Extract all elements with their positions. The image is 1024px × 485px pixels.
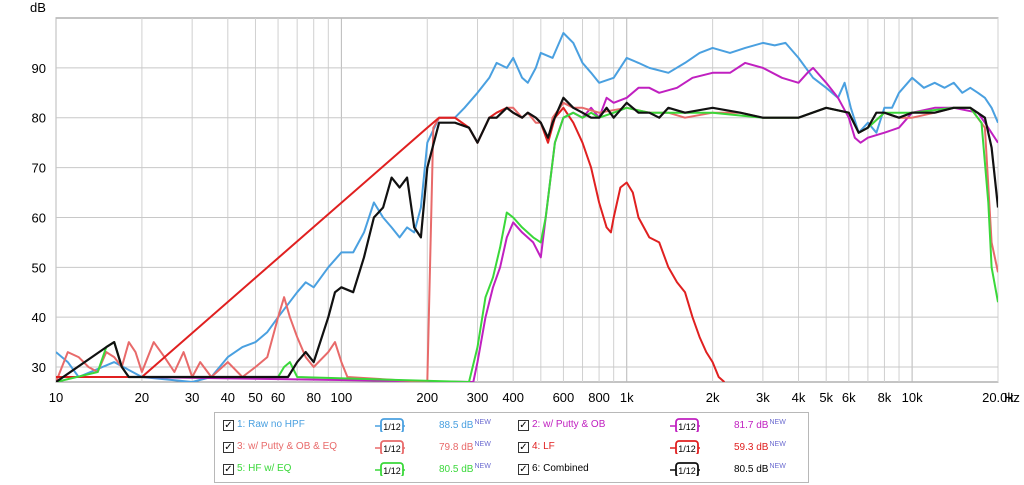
x-tick-label: 20: [135, 390, 149, 405]
x-tick-label: 200: [416, 390, 438, 405]
x-tick-label: 600: [553, 390, 575, 405]
x-tick-label: 4k: [792, 390, 806, 405]
legend-checkbox[interactable]: ✓: [518, 464, 529, 475]
y-axis: 30 40 50 60 70 80 90: [32, 61, 46, 375]
y-tick-label: 50: [32, 260, 46, 275]
legend-value: 80.5 dBNEW: [439, 463, 491, 475]
x-tick-label: 40: [221, 390, 235, 405]
y-tick-label: 60: [32, 210, 46, 225]
legend-smoothing-label: 1/12: [678, 444, 696, 454]
legend-smoothing-label: 1/12: [383, 444, 401, 454]
y-tick-label: 30: [32, 360, 46, 375]
x-tick-label: 30: [185, 390, 199, 405]
y-tick-label: 70: [32, 161, 46, 176]
grid-lines: [55, 18, 999, 382]
series-layer: [56, 32, 998, 382]
legend-value: 81.7 dBNEW: [734, 419, 786, 431]
legend-smoothing-label: 1/12: [383, 422, 401, 432]
x-tick-label: 800: [588, 390, 610, 405]
legend-series-label: 5: HF w/ EQ: [237, 463, 292, 474]
legend-series-label: 6: Combined: [532, 463, 589, 474]
legend-value: 80.5 dBNEW: [734, 463, 786, 475]
x-tick-label: 80: [306, 390, 320, 405]
series-line-5[interactable]: [56, 106, 998, 382]
legend-checkbox[interactable]: ✓: [223, 442, 234, 453]
x-axis-label: Hz: [1004, 390, 1020, 405]
legend-smoothing-label: 1/12: [678, 466, 696, 476]
x-tick-label: 100: [331, 390, 353, 405]
y-axis-label: dB: [30, 0, 46, 15]
legend-smoothing-button[interactable]: 1/12: [670, 462, 700, 476]
legend-smoothing-button[interactable]: 1/12: [375, 418, 405, 432]
x-tick-label: 60: [271, 390, 285, 405]
x-tick-label: 8k: [878, 390, 892, 405]
legend-series-label: 2: w/ Putty & OB: [532, 419, 606, 430]
legend-value: 79.8 dBNEW: [439, 441, 491, 453]
frequency-response-chart: 30 40 50 60 70 80 90 10 20 30 40 50 60 80 100 200 300 40…: [30, 0, 1020, 405]
legend-checkbox[interactable]: ✓: [518, 442, 529, 453]
legend-checkbox[interactable]: ✓: [223, 420, 234, 431]
legend: ✓ 1: Raw no HPF 1/12 88.5 dBNEW ✓ 2: w/ Putty…: [214, 412, 809, 483]
x-tick-label: 1k: [620, 390, 634, 405]
y-tick-label: 80: [32, 111, 46, 126]
legend-checkbox[interactable]: ✓: [223, 464, 234, 475]
legend-smoothing-button[interactable]: 1/12: [375, 462, 405, 476]
x-tick-label: 10k: [902, 390, 923, 405]
x-tick-label: 50: [248, 390, 262, 405]
x-tick-label: 20.0k: [982, 390, 1014, 405]
x-tick-label: 400: [502, 390, 524, 405]
legend-value: 88.5 dBNEW: [439, 419, 491, 431]
legend-smoothing-button[interactable]: 1/12: [375, 440, 405, 454]
legend-value: 59.3 dBNEW: [734, 441, 786, 453]
x-axis: 10 20 30 40 50 60 80 100 200 300 400 600 800 1k 2k 3k 4k…: [49, 390, 1015, 405]
legend-checkbox[interactable]: ✓: [518, 420, 529, 431]
legend-series-label: 3: w/ Putty & OB & EQ: [237, 441, 338, 452]
x-tick-label: 6k: [842, 390, 856, 405]
legend-smoothing-label: 1/12: [678, 422, 696, 432]
x-tick-label: 5k: [819, 390, 833, 405]
legend-smoothing-button[interactable]: 1/12: [670, 440, 700, 454]
series-line-6[interactable]: [56, 96, 998, 382]
x-tick-label: 2k: [706, 390, 720, 405]
x-tick-label: 10: [49, 390, 63, 405]
x-tick-label: 3k: [756, 390, 770, 405]
plot-area[interactable]: [55, 17, 999, 383]
y-tick-label: 40: [32, 310, 46, 325]
legend-series-label: 1: Raw no HPF: [237, 419, 305, 430]
y-tick-label: 90: [32, 61, 46, 76]
legend-smoothing-label: 1/12: [383, 466, 401, 476]
legend-smoothing-button[interactable]: 1/12: [670, 418, 700, 432]
series-line-2[interactable]: [56, 61, 998, 382]
legend-series-label: 4: LF: [532, 441, 555, 452]
x-tick-label: 300: [467, 390, 489, 405]
